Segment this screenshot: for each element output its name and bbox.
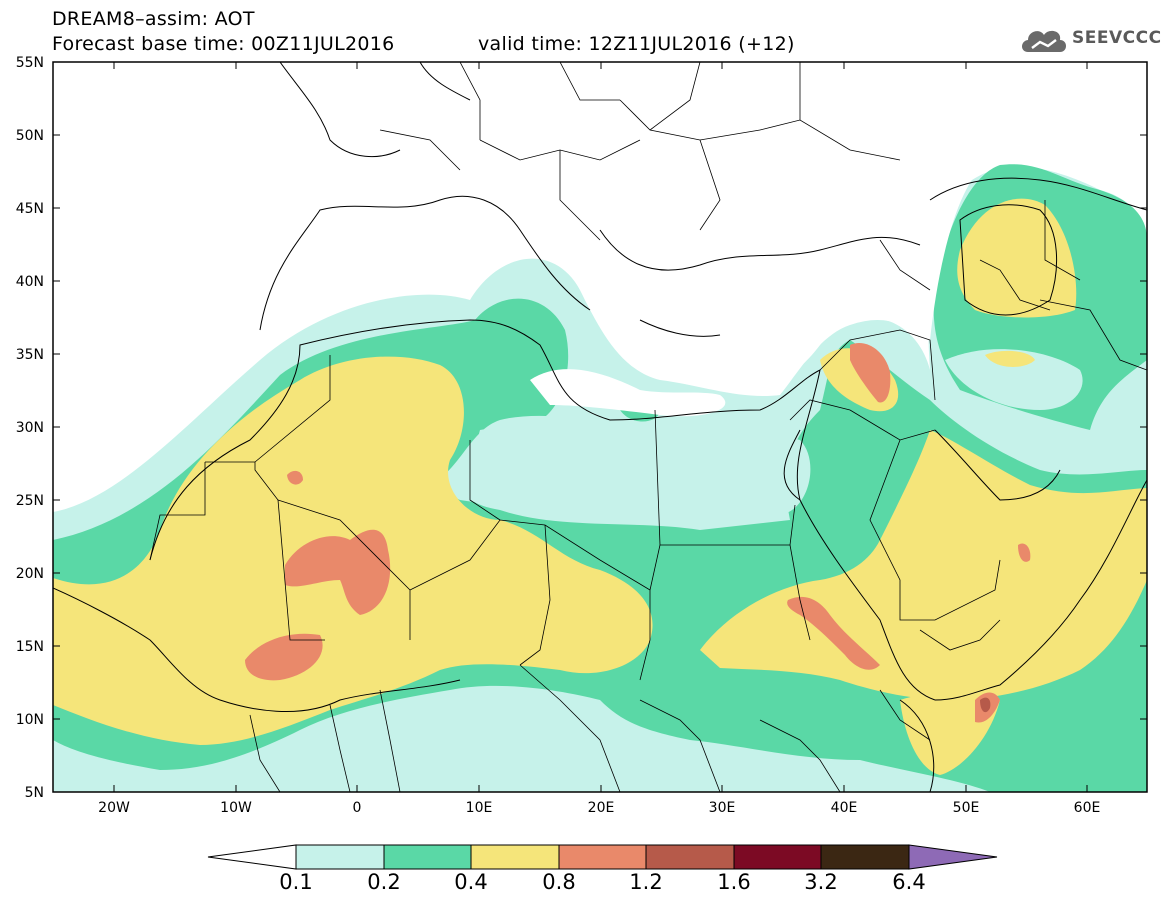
colorbar-swatch xyxy=(295,844,385,870)
lon-label: 20W xyxy=(98,800,130,816)
aot-level-0.1-inner xyxy=(430,349,1083,520)
colorbar-label: 6.4 xyxy=(892,870,926,894)
lat-axis: 55N 50N 45N 40N 35N 30N 25N 20N 15N 10N … xyxy=(16,55,44,801)
aot-field xyxy=(53,62,1147,792)
lon-label: 0 xyxy=(353,800,362,816)
lat-label: 15N xyxy=(16,639,44,655)
lat-label: 45N xyxy=(16,201,44,217)
colorbar-label: 1.6 xyxy=(717,870,751,894)
colorbar-label: 0.1 xyxy=(279,870,313,894)
colorbar-swatch xyxy=(383,844,472,870)
lon-label: 60E xyxy=(1074,800,1101,816)
aot-level-1.2 xyxy=(980,697,991,713)
lat-label: 10N xyxy=(16,712,44,728)
country-borders xyxy=(149,62,1147,792)
colorbar-label: 0.2 xyxy=(367,870,401,894)
forecast-base-time: Forecast base time: 00Z11JUL2016 xyxy=(52,33,395,55)
lat-label: 50N xyxy=(16,128,44,144)
colorbar-high-arrow xyxy=(908,844,998,870)
colorbar-label: 0.4 xyxy=(454,870,488,894)
colorbar-swatch xyxy=(470,844,560,870)
colorbar-swatch xyxy=(645,844,735,870)
map-title: DREAM8–assim: AOT xyxy=(52,8,255,30)
lon-label: 20E xyxy=(588,800,615,816)
lat-label: 30N xyxy=(16,420,44,436)
colorbar-swatch xyxy=(820,844,910,870)
valid-time: valid time: 12Z11JUL2016 (+12) xyxy=(478,33,795,55)
colorbar-low-arrow xyxy=(207,844,297,870)
lon-label: 30E xyxy=(709,800,736,816)
logo-text: SEEVCCC xyxy=(1072,28,1162,48)
colorbar-label: 1.2 xyxy=(629,870,663,894)
lat-label: 55N xyxy=(16,55,44,71)
colorbar-swatch xyxy=(558,844,647,870)
axis-ticks xyxy=(53,61,1147,793)
aot-level-0.8 xyxy=(245,343,1031,723)
seevccc-logo: SEEVCCC xyxy=(1018,22,1161,56)
coastlines xyxy=(53,62,1147,792)
lon-label: 10W xyxy=(220,800,252,816)
lat-label: 5N xyxy=(25,785,44,801)
lon-label: 40E xyxy=(831,800,858,816)
aot-clear xyxy=(53,62,1147,460)
lat-label: 40N xyxy=(16,274,44,290)
colorbar-label: 3.2 xyxy=(804,870,838,894)
lon-axis: 20W 10W 0 10E 20E 30E 40E 50E 60E xyxy=(98,800,1100,816)
colorbar-label: 0.8 xyxy=(542,870,576,894)
colorbar xyxy=(207,844,998,870)
lat-label: 25N xyxy=(16,493,44,509)
lon-label: 50E xyxy=(953,800,980,816)
lat-label: 20N xyxy=(16,566,44,582)
lon-label: 10E xyxy=(466,800,493,816)
lat-label: 35N xyxy=(16,347,44,363)
colorbar-swatch xyxy=(733,844,822,870)
cloud-icon xyxy=(1022,30,1066,52)
